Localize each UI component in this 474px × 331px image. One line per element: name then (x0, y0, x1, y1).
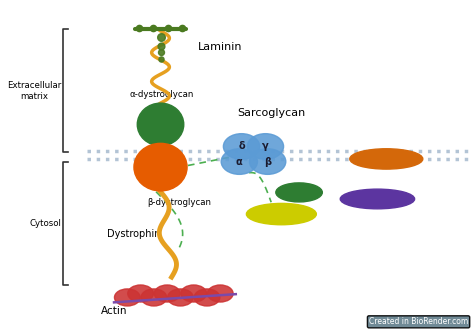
Ellipse shape (115, 289, 140, 306)
Text: β-dystroglycan: β-dystroglycan (147, 198, 211, 207)
Text: Syntrophins: Syntrophins (248, 209, 315, 219)
Ellipse shape (134, 143, 187, 191)
Text: Laminin: Laminin (198, 42, 243, 52)
Ellipse shape (247, 134, 283, 159)
Ellipse shape (137, 103, 184, 146)
Text: δ: δ (238, 141, 245, 152)
Ellipse shape (155, 285, 180, 302)
Text: Caveolin: Caveolin (361, 154, 411, 164)
Ellipse shape (141, 289, 167, 306)
Text: Extracellular
matrix: Extracellular matrix (7, 81, 61, 101)
Ellipse shape (340, 189, 415, 209)
Ellipse shape (128, 285, 154, 302)
Text: Sarcoglycan: Sarcoglycan (237, 108, 305, 118)
Ellipse shape (223, 134, 260, 159)
Text: α: α (236, 157, 243, 166)
Text: Created in BioRender.com: Created in BioRender.com (369, 317, 468, 326)
Ellipse shape (168, 289, 193, 306)
Text: γ: γ (262, 141, 269, 152)
Ellipse shape (194, 289, 220, 306)
Ellipse shape (350, 149, 423, 169)
Text: β: β (264, 157, 271, 166)
Text: Cytosol: Cytosol (29, 219, 61, 228)
Text: Dystrophin: Dystrophin (108, 229, 161, 239)
Ellipse shape (208, 285, 233, 302)
Text: nNOS: nNOS (284, 187, 314, 197)
Ellipse shape (181, 285, 207, 302)
Ellipse shape (246, 204, 316, 225)
Text: Dystrobravin: Dystrobravin (342, 194, 413, 204)
Ellipse shape (249, 149, 286, 174)
Text: Actin: Actin (101, 306, 127, 315)
Ellipse shape (221, 149, 257, 174)
Ellipse shape (276, 183, 322, 202)
Text: α-dystroglycan: α-dystroglycan (129, 90, 194, 99)
